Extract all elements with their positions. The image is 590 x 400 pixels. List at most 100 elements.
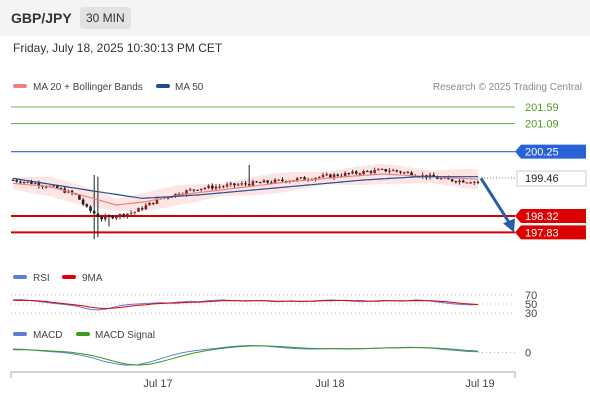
candle-body: [391, 170, 395, 172]
candle-body: [107, 215, 111, 217]
macd-tick-label: 0: [525, 348, 531, 360]
candle-body: [155, 198, 159, 204]
x-tick-label: Jul 17: [143, 378, 172, 390]
candle-body: [262, 180, 266, 183]
rsi-legend-label: RSI: [33, 273, 50, 284]
candle-body: [15, 180, 18, 182]
candle-body: [369, 171, 373, 173]
x-tick-label: Jul 18: [315, 378, 344, 390]
candle-body: [347, 173, 351, 175]
candle-body: [144, 205, 148, 210]
macd-line: [12, 344, 479, 366]
candle-body: [210, 185, 214, 189]
support-tag: [515, 209, 586, 223]
candle-body: [365, 171, 369, 173]
rsi-tick-label: 30: [525, 308, 537, 320]
ma20-line: [12, 173, 479, 206]
resistance-label: 201.59: [525, 102, 559, 114]
candle-body: [281, 179, 284, 181]
pivot-tag: [515, 144, 586, 159]
candle-body: [354, 171, 358, 174]
forecast-arrow-head: [503, 218, 515, 233]
candle-body: [247, 184, 251, 186]
candle-body: [473, 181, 476, 183]
candle-body: [37, 183, 41, 186]
candle-body: [214, 186, 218, 189]
candle-body: [166, 197, 170, 199]
candle-body: [343, 173, 347, 176]
candle-body: [115, 216, 118, 219]
candle-body: [196, 189, 199, 191]
rsi-legend-swatch: [13, 275, 27, 279]
ma50-legend-label: MA 50: [175, 82, 204, 93]
candle-body: [222, 186, 225, 188]
candle-body: [218, 186, 221, 188]
ma50-line: [12, 176, 478, 199]
candle-body: [436, 177, 439, 179]
candle-body: [81, 199, 85, 205]
candle-body: [332, 174, 336, 178]
candle-body: [362, 171, 365, 175]
candle-body: [188, 189, 192, 191]
price-panel: 201.59 201.09 200.25 199.46 198.32 197.83: [11, 102, 587, 240]
candle-body: [199, 188, 203, 191]
ma20-legend-swatch: [13, 84, 27, 88]
candle-body: [240, 183, 244, 185]
candle-body: [406, 172, 410, 174]
candle-body: [295, 178, 299, 181]
candle-body: [373, 170, 376, 173]
candle-body: [126, 213, 129, 217]
pivot-label: 200.25: [525, 147, 559, 159]
support-tag: [515, 225, 586, 240]
candle-body: [85, 204, 89, 207]
ma50-legend-swatch: [156, 84, 170, 88]
candle-body: [469, 182, 472, 184]
candle-body: [26, 181, 30, 183]
credit-text: Research © 2025 Trading Central: [433, 82, 582, 93]
candle-body: [177, 193, 181, 195]
candle-body: [103, 215, 107, 220]
candle-body: [89, 206, 92, 211]
candle-body: [30, 181, 33, 184]
rsi-tick-label: 50: [525, 299, 537, 311]
candle-body: [129, 212, 133, 214]
rsi9ma-legend-label: 9MA: [82, 273, 103, 284]
candle-body: [277, 179, 281, 181]
support-label: 197.83: [525, 227, 559, 239]
candle-body: [410, 172, 413, 176]
candle-body: [96, 213, 100, 217]
candle-body: [377, 169, 380, 171]
candle-body: [266, 180, 269, 183]
candle-body: [55, 185, 59, 189]
candle-body: [92, 210, 96, 214]
candle-body: [447, 177, 450, 180]
last-price-tag: [516, 170, 587, 187]
macd-signal-legend-label: MACD Signal: [95, 330, 155, 341]
chart-header: GBP/JPY 30 MIN: [0, 0, 590, 36]
candle-body: [321, 174, 325, 177]
timeframe-badge[interactable]: 30 MIN: [80, 7, 131, 29]
candle-body: [233, 183, 236, 186]
candle-body: [270, 182, 273, 184]
candle-body: [450, 179, 454, 182]
candle-body: [439, 178, 443, 180]
symbol-label: GBP/JPY: [11, 10, 72, 26]
x-tick-label: Jul 19: [465, 378, 494, 390]
candle-body: [185, 190, 188, 195]
candle-body: [402, 172, 406, 174]
candle-body: [255, 181, 258, 183]
timestamp: Friday, July 18, 2025 10:30:13 PM CET: [13, 41, 223, 55]
candle-body: [329, 174, 332, 178]
rsi-tick-label: 70: [525, 290, 537, 302]
candle-body: [22, 182, 26, 184]
candle-body: [70, 190, 74, 194]
candle-body: [33, 183, 37, 185]
macd-legend-label: MACD: [33, 330, 62, 341]
candle-body: [140, 208, 144, 210]
candle-body: [236, 184, 240, 186]
candle-body: [192, 189, 196, 191]
rsi-9ma-line: [13, 299, 479, 310]
candle-body: [148, 202, 151, 206]
candle-body: [229, 183, 233, 185]
candle-body: [380, 169, 384, 171]
